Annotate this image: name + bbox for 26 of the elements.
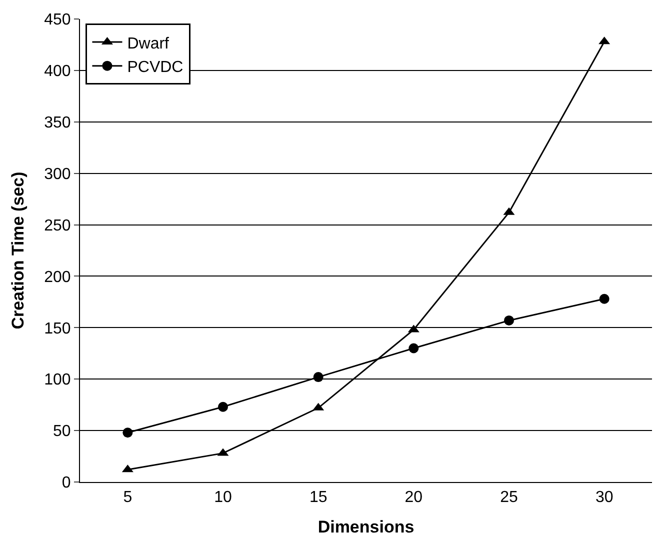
point (504, 315, 514, 326)
x-axis-title: Dimensions (318, 518, 414, 537)
point (599, 294, 610, 304)
y-tick-label: 100 (44, 372, 71, 389)
point (408, 343, 419, 354)
legend-label: PCVDC (127, 59, 184, 76)
point (122, 428, 133, 438)
y-tick-label: 50 (53, 423, 71, 440)
y-tick-label: 400 (44, 63, 71, 80)
x-tick-label: 15 (309, 489, 328, 506)
x-tick-label: 20 (404, 489, 423, 506)
y-tick-label: 150 (44, 320, 71, 338)
y-tick-label: 450 (44, 12, 71, 29)
x-tick-label: 10 (214, 489, 232, 506)
legend-label: Dwarf (127, 35, 170, 52)
x-tick-label: 25 (500, 489, 518, 506)
y-tick-label: 0 (62, 474, 71, 492)
x-tick-label: 5 (123, 489, 132, 506)
y-axis-title: Creation Time (sec) (8, 172, 28, 330)
y-tick-label: 250 (44, 217, 71, 234)
y-tick-label: 350 (44, 114, 71, 132)
point (313, 372, 324, 382)
y-tick-label: 300 (44, 166, 71, 183)
point (218, 402, 228, 412)
y-tick-label: 200 (44, 268, 71, 286)
x-tick-label: 30 (595, 489, 614, 506)
